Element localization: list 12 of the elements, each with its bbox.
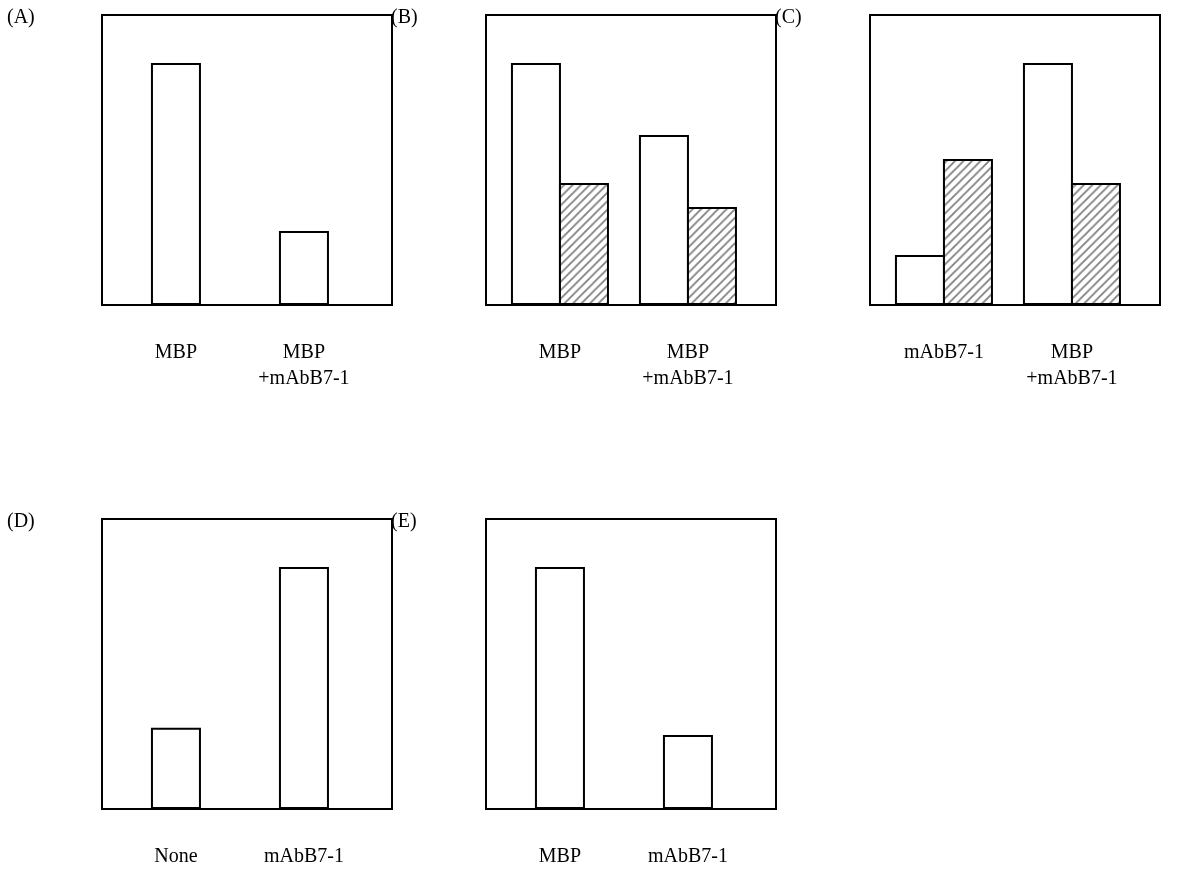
- x-tick-label: MBP +mAbB7-1: [642, 340, 734, 388]
- x-tick-label: MBP: [154, 340, 198, 362]
- x-tick-label: mAbB7-1: [647, 844, 728, 866]
- x-tick-label: mAbB7-1: [263, 844, 344, 866]
- x-tick-label: MBP: [538, 844, 582, 866]
- chart-title: (A): [7, 5, 35, 28]
- x-tick-label: MBP +mAbB7-1: [1026, 340, 1118, 388]
- chart-title: (D): [7, 509, 35, 532]
- x-tick-label: MBP: [538, 340, 582, 362]
- x-tick-label: mAbB7-1: [903, 340, 984, 362]
- x-tick-label: MBP +mAbB7-1: [258, 340, 350, 388]
- x-tick-label: None: [154, 844, 198, 866]
